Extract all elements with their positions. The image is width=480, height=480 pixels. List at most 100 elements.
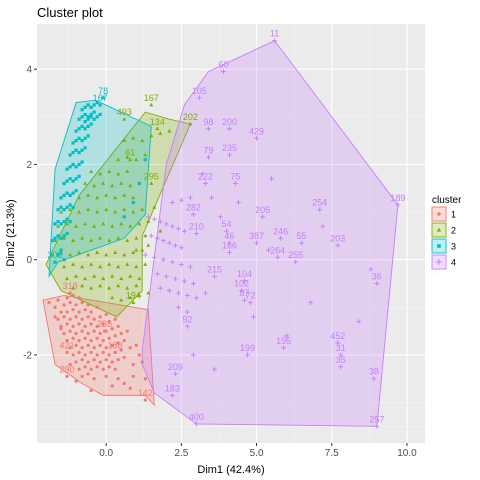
- data-point-cluster-3: [95, 115, 99, 119]
- data-point-cluster-1: [71, 353, 75, 357]
- data-point-cluster-4: [181, 228, 187, 234]
- data-point-cluster-2: [167, 128, 172, 133]
- point-label: 195: [276, 336, 291, 346]
- data-point-cluster-3: [65, 191, 69, 195]
- data-point-cluster-4: [320, 223, 326, 229]
- data-point-cluster-2: [116, 171, 121, 176]
- data-point-cluster-2: [86, 252, 91, 257]
- data-point-cluster-4: [178, 245, 184, 251]
- data-point-cluster-2: [95, 209, 100, 214]
- data-point-cluster-2: [89, 286, 94, 290]
- data-point-cluster-1: [119, 348, 123, 352]
- data-point-cluster-1: [107, 365, 111, 369]
- data-point-cluster-2: [113, 195, 118, 200]
- data-point-cluster-1: [98, 360, 102, 364]
- data-point-cluster-2: [101, 276, 106, 281]
- data-point-cluster-1: [89, 350, 93, 355]
- data-point-cluster-2: [74, 274, 79, 278]
- data-point-cluster-4: [178, 197, 184, 203]
- data-point-cluster-3: [74, 177, 78, 181]
- data-point-cluster-4: [233, 181, 238, 186]
- data-point-cluster-1: [71, 308, 75, 312]
- data-point-cluster-4: [356, 319, 362, 324]
- data-point-cluster-3: [98, 112, 102, 117]
- data-point-cluster-4: [242, 297, 247, 303]
- data-point-cluster-2: [104, 252, 109, 257]
- data-point-cluster-4: [163, 221, 169, 227]
- data-point-cluster-2: [131, 136, 136, 140]
- data-point-cluster-2: [110, 183, 115, 188]
- data-point-cluster-4: [157, 219, 163, 224]
- data-point-cluster-1: [83, 353, 87, 357]
- point-label: 61: [125, 148, 135, 158]
- data-point-cluster-2: [128, 183, 133, 188]
- data-point-cluster-2: [77, 250, 82, 254]
- data-point-cluster-1: [134, 343, 138, 347]
- data-point-cluster-4: [308, 300, 314, 305]
- point-label: 46: [224, 231, 234, 241]
- data-point-cluster-4: [145, 214, 151, 220]
- data-point-cluster-1: [74, 303, 78, 307]
- data-point-cluster-1: [101, 350, 105, 355]
- data-point-cluster-1: [65, 374, 69, 378]
- point-label: 319: [63, 281, 78, 291]
- data-point-cluster-4: [142, 252, 148, 258]
- data-point-cluster-2: [116, 236, 121, 240]
- data-point-cluster-1: [65, 350, 69, 355]
- data-point-cluster-3: [56, 219, 60, 224]
- data-point-cluster-1: [101, 339, 105, 343]
- point-label: 493: [117, 107, 132, 117]
- data-point-cluster-2: [83, 276, 88, 281]
- data-point-cluster-3: [68, 153, 72, 157]
- data-point-cluster-1: [113, 367, 117, 371]
- data-point-cluster-3: [83, 136, 87, 140]
- data-point-cluster-4: [269, 176, 275, 182]
- data-point-cluster-4: [374, 281, 380, 286]
- data-point-cluster-2: [98, 236, 103, 240]
- point-label: 11: [270, 29, 279, 39]
- point-label: 31: [336, 343, 346, 353]
- data-point-cluster-1: [104, 358, 108, 362]
- data-point-cluster-2: [149, 181, 154, 185]
- data-point-cluster-1: [131, 374, 135, 378]
- data-point-cluster-3: [80, 139, 84, 143]
- data-point-cluster-3: [56, 234, 60, 238]
- data-point-cluster-2: [143, 152, 148, 157]
- point-label: 92: [182, 314, 192, 324]
- point-label: 79: [203, 145, 213, 155]
- data-point-cluster-4: [371, 376, 377, 382]
- data-point-cluster-1: [116, 377, 120, 381]
- point-label: 199: [240, 343, 255, 353]
- data-point-cluster-3: [89, 105, 93, 109]
- data-point-cluster-4: [368, 266, 374, 272]
- data-point-cluster-4: [154, 271, 160, 277]
- y-tick-label: 4: [26, 65, 32, 76]
- data-point-cluster-4: [338, 364, 344, 370]
- point-label: 205: [255, 205, 270, 215]
- data-point-cluster-3: [68, 165, 72, 169]
- data-point-cluster-2: [77, 209, 82, 214]
- cluster-hull-1: [42, 294, 155, 407]
- data-point-cluster-2: [137, 276, 142, 281]
- data-point-cluster-2: [110, 224, 115, 228]
- data-point-cluster-3: [68, 219, 72, 224]
- data-point-cluster-1: [104, 374, 108, 378]
- data-point-cluster-1: [62, 315, 66, 319]
- data-point-cluster-1: [101, 367, 105, 371]
- data-point-cluster-3: [80, 115, 84, 119]
- data-point-cluster-1: [77, 350, 81, 355]
- data-point-cluster-3: [59, 196, 63, 200]
- data-point-cluster-4: [175, 304, 181, 310]
- data-point-cluster-3: [62, 234, 66, 238]
- data-point-cluster-3: [83, 112, 87, 117]
- data-point-cluster-4: [148, 233, 154, 239]
- data-point-cluster-2: [158, 228, 163, 233]
- data-point-cluster-1: [86, 315, 90, 319]
- data-point-cluster-2: [140, 207, 145, 212]
- point-label: 75: [231, 172, 241, 182]
- data-point-cluster-3: [83, 120, 87, 124]
- data-point-cluster-1: [80, 374, 84, 378]
- data-point-cluster-2: [95, 195, 100, 200]
- data-point-cluster-1: [89, 310, 93, 314]
- y-tick-label: 0: [26, 255, 32, 266]
